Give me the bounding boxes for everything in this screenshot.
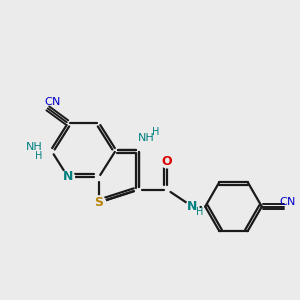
Text: C: C bbox=[44, 98, 52, 107]
Circle shape bbox=[92, 196, 106, 209]
Text: NH: NH bbox=[26, 142, 42, 152]
Circle shape bbox=[61, 170, 74, 183]
Text: C: C bbox=[279, 196, 287, 206]
Text: N: N bbox=[52, 98, 60, 107]
Text: N: N bbox=[63, 170, 73, 183]
Text: N: N bbox=[187, 200, 198, 212]
Text: O: O bbox=[162, 155, 172, 168]
Text: H: H bbox=[35, 151, 43, 161]
Circle shape bbox=[160, 155, 173, 168]
Text: NH: NH bbox=[138, 133, 155, 143]
Text: S: S bbox=[94, 196, 103, 209]
Text: H: H bbox=[152, 127, 159, 136]
Circle shape bbox=[186, 200, 199, 213]
Text: H: H bbox=[196, 207, 204, 217]
Text: N: N bbox=[287, 196, 296, 206]
